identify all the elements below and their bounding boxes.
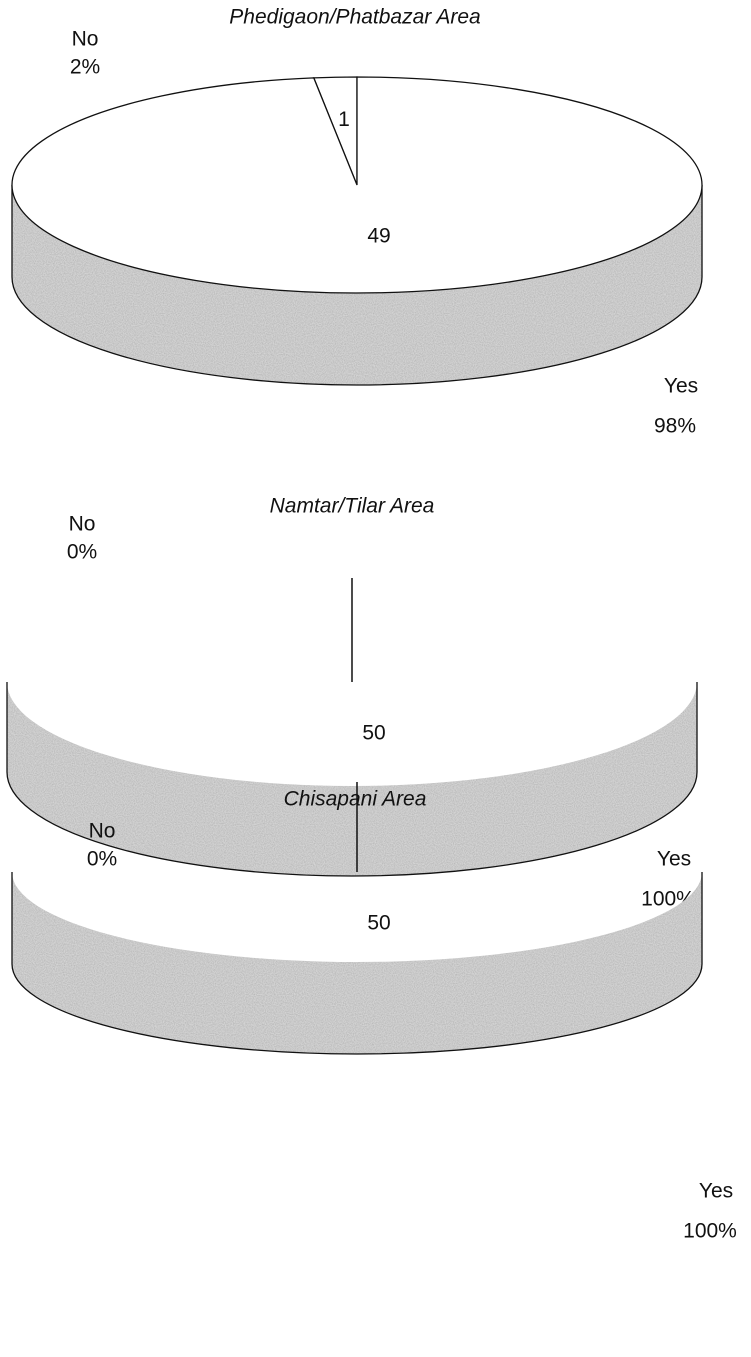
percentage-label: 0% <box>87 848 117 871</box>
percentage-label: 98% <box>654 415 696 438</box>
category-label: Yes <box>657 848 691 871</box>
pie-slice <box>11 76 703 294</box>
pie-side <box>12 185 702 385</box>
pie-side <box>7 682 697 876</box>
category-label: Yes <box>699 1180 733 1203</box>
pie-side-outline <box>11 185 703 386</box>
pie-side-outline <box>6 682 698 877</box>
pie-side <box>12 872 702 1054</box>
slice-value-label: 1 <box>338 108 350 131</box>
category-label: No <box>72 28 99 51</box>
category-label: No <box>69 513 96 536</box>
category-label: No <box>89 820 116 843</box>
chart-title: Phedigaon/Phatbazar Area <box>229 6 480 29</box>
slice-value-label: 50 <box>367 912 390 935</box>
pie-side-outline <box>11 872 703 1055</box>
slice-value-label: 49 <box>367 225 390 248</box>
chart-title: Namtar/Tilar Area <box>270 495 435 518</box>
chart-title: Chisapani Area <box>284 788 427 811</box>
percentage-label: 0% <box>67 541 97 564</box>
percentage-label: 2% <box>70 56 100 79</box>
percentage-label: 100% <box>683 1220 737 1243</box>
slice-value-label: 50 <box>362 722 385 745</box>
category-label: Yes <box>664 375 698 398</box>
